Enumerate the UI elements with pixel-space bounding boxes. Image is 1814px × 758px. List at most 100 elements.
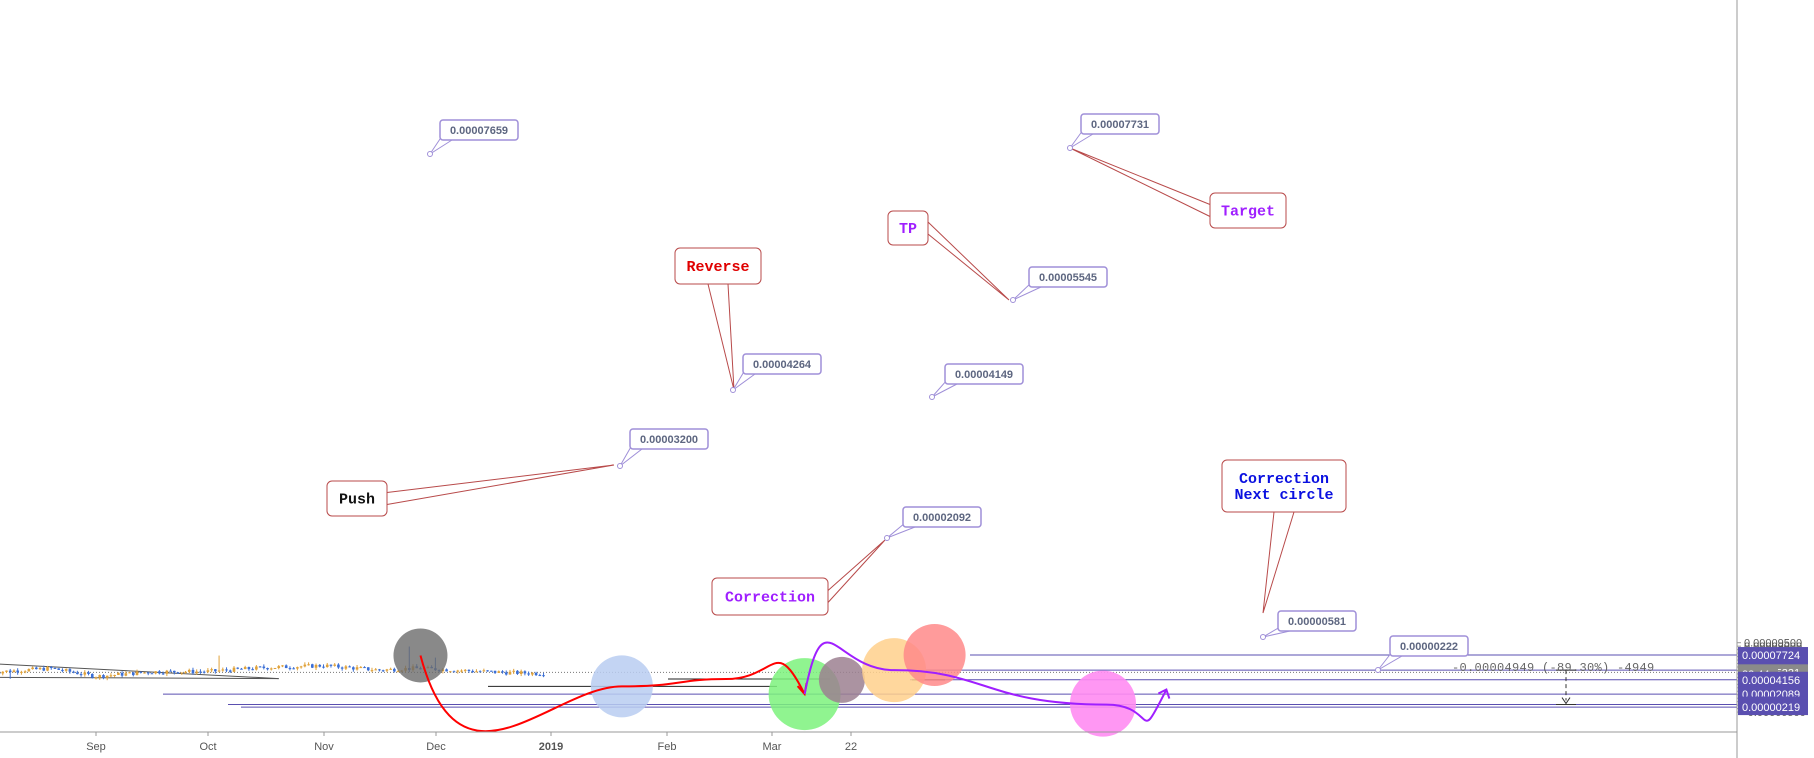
candle-body (478, 671, 482, 673)
candle-body (169, 670, 172, 672)
time-tick-label: Nov (314, 741, 334, 753)
candle-body (72, 671, 75, 673)
measure-label: -0.00004949 (-89.30%) -4949 (1452, 661, 1655, 675)
candle-body (243, 667, 247, 670)
candle-body (385, 669, 389, 671)
wedge-pattern (0, 663, 279, 680)
point-price-labels: 0.00007659 0.00003200 0.00004264 0.00002092… (427, 113, 1469, 673)
candle-body (519, 671, 523, 674)
price-tag-text: 0.00004149 (955, 369, 1013, 381)
candle-body (105, 675, 109, 678)
candle-body (176, 672, 180, 674)
time-axis[interactable]: Sep Oct Nov Dec 2019 Feb Mar 22 (0, 731, 1737, 753)
candle-body (370, 670, 374, 672)
candle-body (124, 673, 128, 676)
candle-body (534, 672, 538, 676)
candle-body (448, 671, 452, 673)
candle-body (445, 669, 448, 672)
candle-body (57, 668, 61, 670)
arrowhead (1157, 688, 1171, 699)
candle-body (318, 664, 322, 667)
candle-body (240, 668, 243, 670)
axis-price-tag (1738, 647, 1808, 664)
callout-text: Target (1221, 204, 1275, 221)
price-axis[interactable]: 0.000095000.000090000.000085000.00008000… (1736, 0, 1808, 758)
candle-body (27, 669, 31, 672)
candle-body (266, 668, 269, 670)
candle-body (195, 671, 199, 674)
candle-body (269, 668, 273, 670)
price-tag-anchor (1010, 297, 1016, 303)
candle-body (490, 670, 493, 672)
candle-body (8, 670, 12, 673)
candle-body (284, 665, 288, 669)
candle-body (247, 667, 251, 670)
candle-body (486, 670, 489, 672)
candle-body (288, 668, 292, 670)
candle-body (12, 670, 16, 673)
candle-body (150, 673, 154, 675)
candle-body (381, 670, 385, 672)
price-tag-anchor (617, 463, 623, 469)
candle-body (344, 666, 348, 669)
candle-body (225, 669, 228, 671)
candle-body (452, 671, 456, 673)
candle-body (467, 669, 471, 671)
candle-body (102, 675, 105, 678)
candle-body (49, 667, 53, 669)
candle-body (325, 664, 329, 668)
candle-body (340, 667, 344, 669)
price-tag-text: 0.00007659 (450, 125, 508, 137)
candle-body (531, 672, 534, 675)
callout-text: Next circle (1234, 487, 1333, 504)
candle-body (236, 667, 240, 669)
candle-body (311, 664, 314, 668)
callout-text: Correction (1239, 471, 1329, 488)
candle-body (16, 670, 19, 673)
candle-body (314, 664, 318, 668)
wedge-line (0, 676, 279, 680)
candle-body (482, 670, 486, 672)
candle-body (348, 666, 351, 668)
candle-body (214, 669, 217, 672)
highlight-circle (818, 656, 865, 703)
candle-body (68, 669, 72, 672)
callout-text: Correction (725, 590, 815, 607)
candle-body (64, 669, 68, 671)
callout-pointer (1262, 511, 1295, 614)
axis-price-tag-text: 0.00004156 (1742, 675, 1800, 687)
candle-body (228, 670, 232, 672)
candle-body (463, 669, 467, 671)
candle-body (393, 668, 396, 672)
price-tag-box (902, 506, 982, 528)
candle-body (396, 671, 400, 673)
price-tag-anchor (1375, 667, 1381, 673)
time-tick-label: 22 (845, 741, 857, 753)
candle-body (161, 673, 165, 675)
candle-body (307, 664, 310, 666)
candle-body (139, 671, 143, 673)
candle-body (292, 668, 295, 670)
candle-body (538, 675, 542, 677)
candle-body (493, 670, 497, 673)
candle-body (46, 667, 49, 671)
callout-pointer (927, 221, 1010, 301)
candle-body (273, 667, 277, 669)
price-tag-text: 0.00002092 (913, 512, 971, 524)
price-tag-anchor (730, 387, 736, 393)
price-tag-box (1080, 113, 1160, 135)
candle-body (42, 667, 46, 671)
projection-purple-path (803, 641, 1168, 722)
candle-body (20, 671, 23, 673)
callout-box (887, 210, 929, 246)
axis-price-tag (1738, 699, 1808, 716)
candle-body (366, 667, 370, 671)
candle-body (35, 667, 38, 670)
price-tag-box (439, 119, 519, 141)
candle-body (333, 664, 336, 666)
price-tag-text: 0.00000581 (1288, 616, 1346, 628)
candle-body (475, 671, 478, 673)
price-tag-anchor (929, 394, 935, 400)
measure-arrow (1561, 697, 1571, 705)
